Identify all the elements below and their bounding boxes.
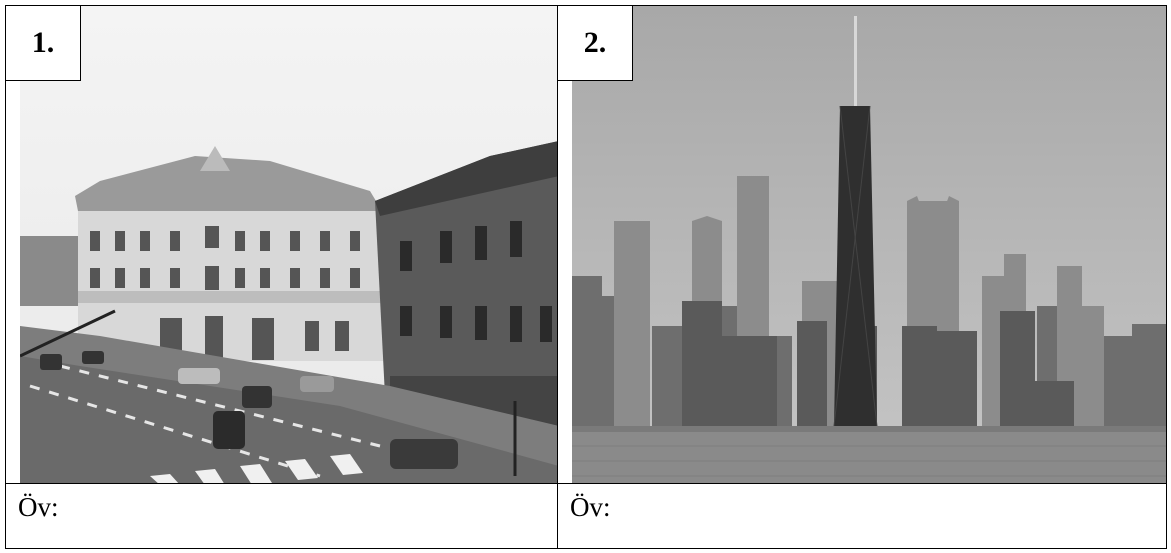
photo-cell-1: 1. <box>5 5 558 484</box>
caption-label-2: Öv: <box>570 492 611 522</box>
caption-cell-1: Öv: <box>5 483 558 549</box>
photo-number-2: 2. <box>558 6 633 81</box>
photo-cell-2: 2. <box>557 5 1167 484</box>
worksheet-table: 1. <box>5 5 1167 549</box>
photo-number-1: 1. <box>6 6 81 81</box>
skyline-photo <box>572 6 1166 483</box>
caption-label-1: Öv: <box>18 492 59 522</box>
city-street-photo <box>20 6 557 483</box>
caption-cell-2: Öv: <box>557 483 1167 549</box>
